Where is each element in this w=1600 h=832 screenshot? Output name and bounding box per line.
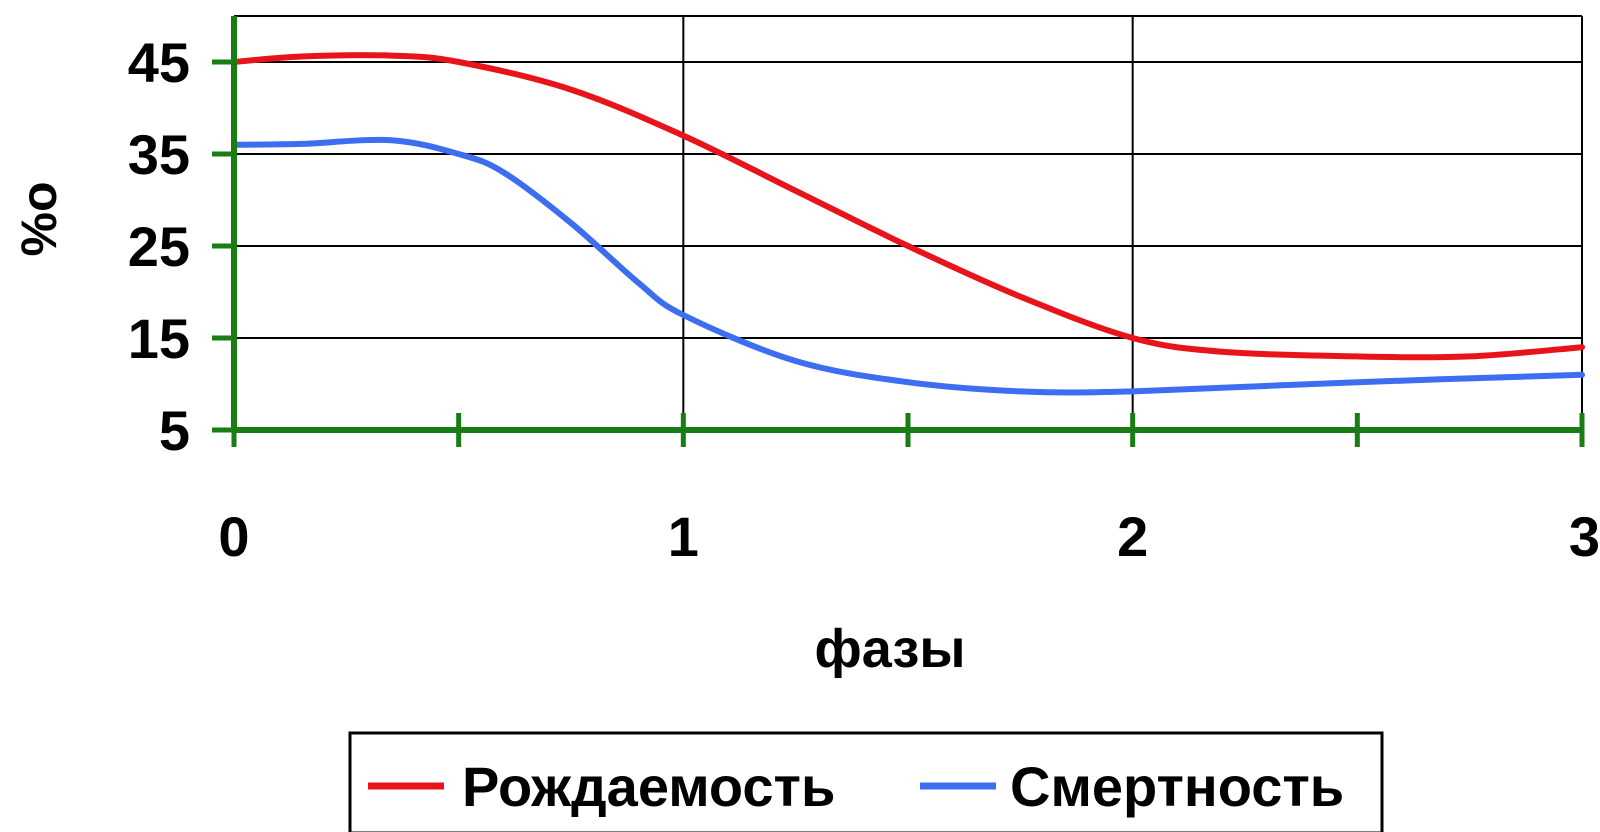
y-axis-title: %o [11, 182, 67, 257]
y-tick-label: 5 [159, 399, 190, 462]
legend-label-rozhdaemost: Рождаемость [462, 755, 835, 818]
legend: Рождаемость Смертность [348, 731, 1384, 832]
y-tick-label: 25 [128, 215, 190, 278]
series-line-smertnost [231, 136, 1585, 396]
x-tick-label: 2 [1117, 505, 1148, 568]
legend-label-smertnost: Смертность [1010, 755, 1344, 818]
tick-label-layer: 5 15 25 35 45 0 1 2 3 [128, 31, 1600, 568]
x-tick-label: 0 [218, 505, 249, 568]
x-axis-title: фазы [815, 619, 966, 679]
y-tick-label: 15 [128, 307, 190, 370]
legend-box [348, 731, 1384, 832]
axis-layer [212, 16, 1585, 447]
series-layer [231, 52, 1585, 396]
x-tick-label: 1 [668, 505, 699, 568]
grid-layer [234, 15, 1583, 430]
y-tick-label: 45 [128, 31, 190, 94]
y-tick-label: 35 [128, 123, 190, 186]
series-line-rozhdaemost [231, 52, 1585, 361]
x-tick-label: 3 [1569, 505, 1600, 568]
